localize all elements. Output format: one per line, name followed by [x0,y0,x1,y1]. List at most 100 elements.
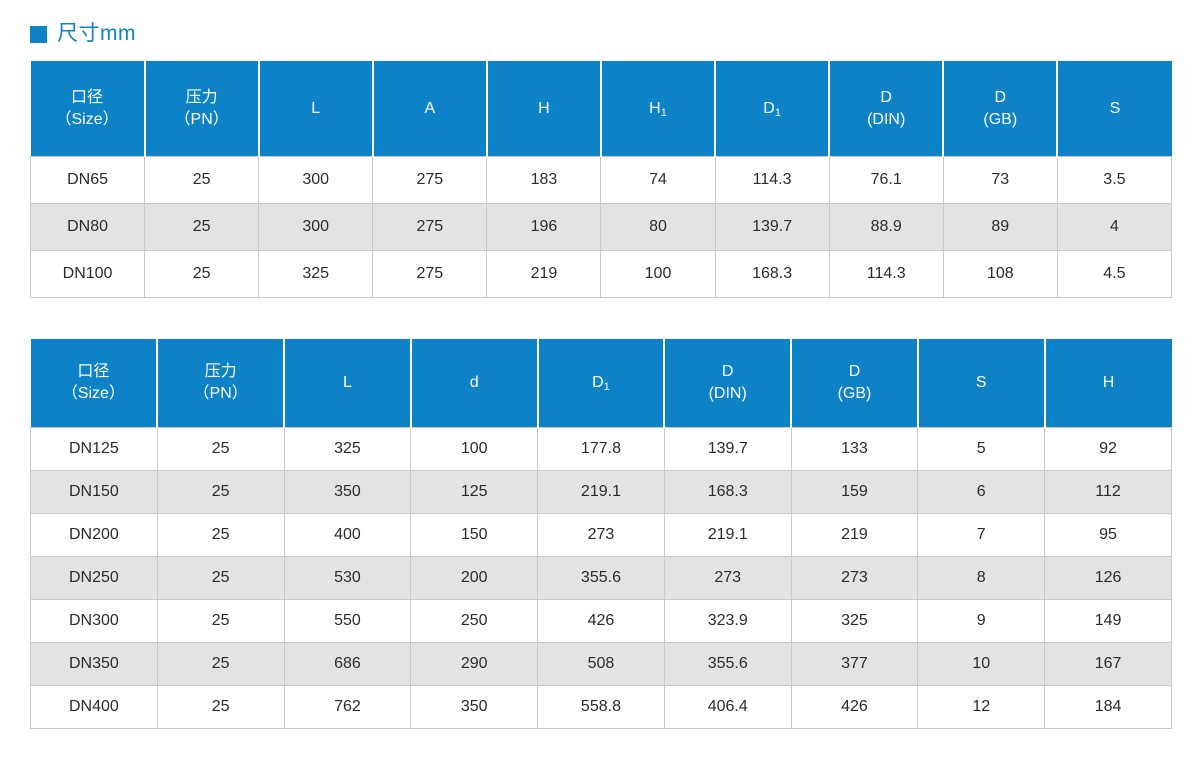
table-cell: 25 [144,203,260,251]
table-cell: 355.6 [663,642,792,686]
blue-square-bullet-icon [30,25,47,43]
table-cell: 400 [283,513,412,557]
table-row: DN80 25 300 275 196 80 139.7 88.9 89 4 [29,203,1173,251]
table-row: DN350 25 686 290 508 355.6 377 10 167 [30,642,1172,686]
table-row: DN300 25 550 250 426 323.9 325 9 149 [30,599,1172,643]
table-cell: 168.3 [663,470,792,514]
table-cell: 273 [663,556,792,600]
table-cell: 133 [790,427,919,471]
table-cell: DN80 [29,203,146,251]
table-cell: 184 [1044,685,1172,729]
table-cell: 4 [1056,203,1173,251]
table-cell: 508 [537,642,665,686]
table-cell: 196 [486,203,602,251]
column-header: D (GB) [942,61,1058,157]
table-cell: 183 [486,156,602,204]
column-header: H [485,61,601,157]
table-row: DN65 25 300 275 183 74 114.3 76.1 73 3.5 [29,156,1173,204]
table-cell: 73 [942,156,1058,204]
table-cell: 149 [1044,599,1172,643]
table-cell: 100 [410,427,539,471]
table-cell: 275 [372,156,488,204]
table-cell: DN400 [30,685,158,729]
table1-header: 口径 （Size） 压力 （PN） L A H H1 D1 D (DIN) D (GB) S [30,61,1172,157]
table-cell: 219 [790,513,919,557]
table-cell: 80 [600,203,716,251]
table-cell: 686 [283,642,412,686]
column-header: 压力 （PN） [143,61,259,157]
column-header: D1 [714,61,830,157]
column-header: D1 [536,339,665,428]
table-cell: 25 [156,470,285,514]
table1-body: DN65 25 300 275 183 74 114.3 76.1 73 3.5 DN80 25 300… [29,156,1173,298]
table-row: DN150 25 350 125 219.1 168.3 159 6 112 [30,470,1172,514]
table-cell: 3.5 [1056,156,1173,204]
table-row: DN400 25 762 350 558.8 406.4 426 12 184 [30,685,1172,729]
table-cell: 250 [410,599,539,643]
table-cell: 159 [790,470,919,514]
table-cell: DN200 [30,513,158,557]
table-cell: 112 [1044,470,1172,514]
table-cell: 530 [283,556,412,600]
table-cell: 150 [410,513,539,557]
table-cell: 88.9 [828,203,944,251]
column-header: H1 [599,61,716,157]
table-row: DN125 25 325 100 177.8 139.7 133 5 92 [30,427,1172,471]
table-cell: 114.3 [828,250,944,298]
table-row: DN100 25 325 275 219 100 168.3 114.3 108 4.5 [29,250,1173,298]
table-cell: DN300 [30,599,158,643]
table-cell: 108 [942,250,1058,298]
table-cell: 126 [1044,556,1172,600]
column-header: 压力 （PN） [156,339,285,428]
table-cell: 325 [283,427,412,471]
table-cell: 275 [372,203,488,251]
section-title-row: 尺寸mm [30,22,1172,46]
table-cell: 25 [156,513,285,557]
table-cell: 12 [917,685,1046,729]
table-cell: DN125 [30,427,158,471]
table-cell: 325 [790,599,919,643]
table-cell: 95 [1044,513,1172,557]
table-cell: 406.4 [663,685,792,729]
table-cell: 558.8 [537,685,665,729]
dimensions-table-small-sizes: 口径 （Size） 压力 （PN） L A H H1 D1 D (DIN) D (GB) S DN65 25… [29,61,1173,298]
column-header: S [1056,61,1172,157]
table-cell: 290 [410,642,539,686]
column-header: S [916,339,1045,428]
table-cell: 273 [790,556,919,600]
table-row: DN200 25 400 150 273 219.1 219 7 95 [30,513,1172,557]
table-cell: 300 [258,203,374,251]
table-cell: 426 [790,685,919,729]
table-cell: DN150 [30,470,158,514]
table-cell: 550 [283,599,412,643]
page-title: 尺寸mm [57,22,136,45]
table2-body: DN125 25 325 100 177.8 139.7 133 5 92 DN150 25 350 1… [30,427,1172,729]
column-header: D (DIN) [828,61,944,157]
table-cell: 5 [917,427,1046,471]
table-cell: 300 [258,156,374,204]
table-cell: 8 [917,556,1046,600]
column-header: d [409,339,538,428]
table-cell: 325 [258,250,374,298]
table-cell: 25 [144,250,260,298]
table-cell: 10 [917,642,1046,686]
table-cell: 355.6 [537,556,665,600]
table-cell: 350 [410,685,539,729]
table-gap [30,298,1172,339]
table-cell: 114.3 [714,156,830,204]
table-cell: 74 [600,156,716,204]
column-header: 口径 （Size） [30,61,145,157]
column-header: D (DIN) [663,339,792,428]
table-cell: 125 [410,470,539,514]
table-cell: 168.3 [714,250,830,298]
table-cell: 25 [144,156,260,204]
table-cell: 273 [537,513,665,557]
table-cell: DN350 [30,642,158,686]
table-cell: 219.1 [663,513,792,557]
table-cell: 219.1 [537,470,665,514]
column-header: D (GB) [790,339,918,428]
table-cell: 4.5 [1056,250,1173,298]
table-cell: 100 [600,250,716,298]
